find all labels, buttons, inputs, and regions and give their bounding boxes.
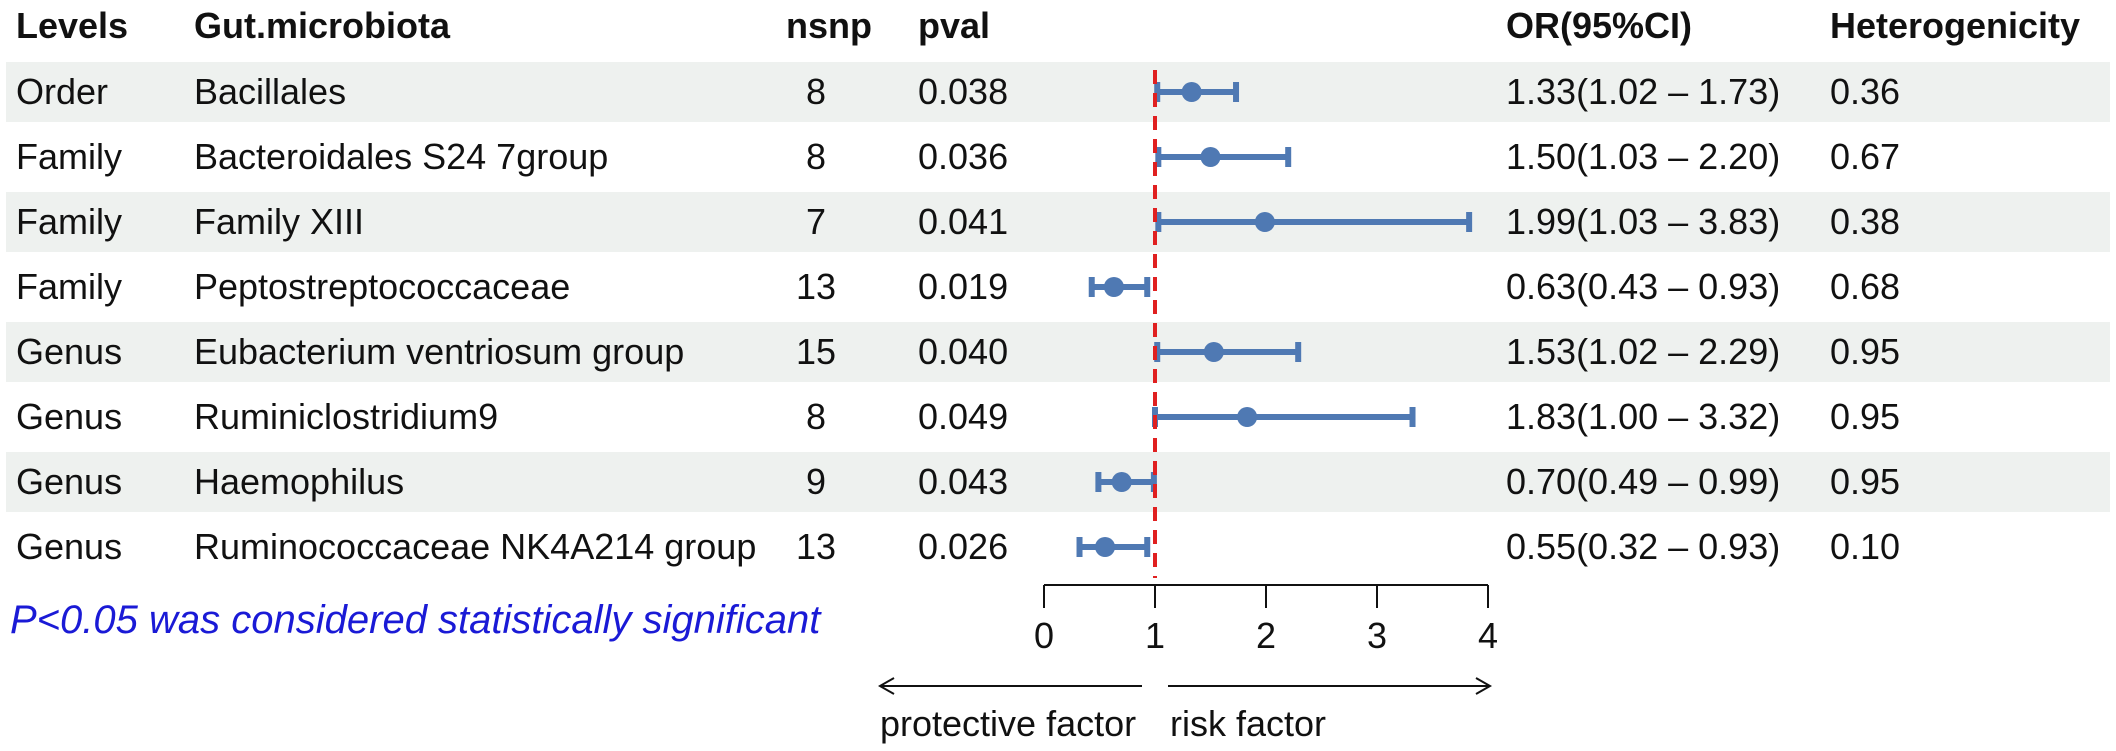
row-nsnp: 13 xyxy=(795,266,837,307)
x-tick-label: 1 xyxy=(1145,615,1165,656)
row-level: Order xyxy=(16,71,109,112)
header-pval: pval xyxy=(918,5,991,46)
row-pval: 0.026 xyxy=(918,526,1009,567)
x-tick-label: 2 xyxy=(1256,615,1276,656)
row-or: 1.50(1.03 – 2.20) xyxy=(1506,136,1781,177)
table-row: Order Bacillales 8 0.038 1.33(1.02 – 1.7… xyxy=(6,62,2110,122)
or-point xyxy=(1200,147,1221,167)
row-pval: 0.038 xyxy=(918,71,1009,112)
row-level: Genus xyxy=(16,461,123,502)
row-heterogeneity: 0.95 xyxy=(1830,461,1901,502)
or-point xyxy=(1203,342,1224,362)
x-tick-label: 4 xyxy=(1478,615,1498,656)
row-pval: 0.019 xyxy=(918,266,1009,307)
table-row: Family Family XIII 7 0.041 1.99(1.03 – 3… xyxy=(6,192,2110,252)
or-point xyxy=(1181,82,1202,102)
table-row: Genus Haemophilus 9 0.043 0.70(0.49 – 0.… xyxy=(6,452,2110,512)
header-nsnp: nsnp xyxy=(786,5,872,46)
row-taxon: Bacteroidales S24 7group xyxy=(194,136,609,177)
row-level: Family xyxy=(16,266,122,307)
row-pval: 0.040 xyxy=(918,331,1009,372)
row-nsnp: 7 xyxy=(805,201,827,242)
row-level: Family xyxy=(16,201,122,242)
header-heterogeneity: Heterogenicity xyxy=(1830,5,2081,46)
row-nsnp: 13 xyxy=(795,526,837,567)
x-tick-label: 0 xyxy=(1034,615,1054,656)
protective-arrowhead xyxy=(877,677,895,695)
row-or: 1.53(1.02 – 2.29) xyxy=(1506,331,1781,372)
or-point xyxy=(1111,472,1132,492)
forest-marks xyxy=(1076,70,1473,578)
row-level: Genus xyxy=(16,331,123,372)
row-heterogeneity: 0.68 xyxy=(1830,266,1901,307)
row-pval: 0.049 xyxy=(918,396,1009,437)
row-or: 0.63(0.43 – 0.93) xyxy=(1506,266,1781,307)
row-nsnp: 8 xyxy=(805,136,827,177)
header-taxon: Gut.microbiota xyxy=(194,5,451,46)
row-pval: 0.036 xyxy=(918,136,1009,177)
forest-axis: 0 1 2 3 4 protective factor risk factor xyxy=(877,584,1498,744)
protective-factor-label: protective factor xyxy=(880,703,1136,744)
row-level: Genus xyxy=(16,396,123,437)
table-row: Family Peptostreptococcaceae 13 0.019 0.… xyxy=(6,257,2110,317)
significance-note: P<0.05 was considered statistically sign… xyxy=(10,598,821,642)
row-pval: 0.043 xyxy=(918,461,1009,502)
row-or: 1.99(1.03 – 3.83) xyxy=(1506,201,1781,242)
row-or: 1.33(1.02 – 1.73) xyxy=(1506,71,1781,112)
risk-arrowhead xyxy=(1475,677,1493,695)
x-tick-label: 3 xyxy=(1367,615,1387,656)
row-nsnp: 8 xyxy=(805,71,827,112)
or-point xyxy=(1103,277,1124,297)
row-heterogeneity: 0.95 xyxy=(1830,396,1901,437)
row-taxon: Ruminiclostridium9 xyxy=(194,396,499,437)
row-taxon: Peptostreptococcaceae xyxy=(194,266,571,307)
row-level: Family xyxy=(16,136,122,177)
row-nsnp: 15 xyxy=(795,331,837,372)
row-nsnp: 9 xyxy=(805,461,827,502)
row-level: Genus xyxy=(16,526,123,567)
row-heterogeneity: 0.36 xyxy=(1830,71,1901,112)
row-heterogeneity: 0.10 xyxy=(1830,526,1901,567)
row-taxon: Ruminococcaceae NK4A214 group xyxy=(194,526,757,567)
or-point xyxy=(1254,212,1275,232)
row-heterogeneity: 0.95 xyxy=(1830,331,1901,372)
row-taxon: Family XIII xyxy=(194,201,365,242)
header-levels: Levels xyxy=(16,5,129,46)
table-row: Genus Ruminococcaceae NK4A214 group 13 0… xyxy=(6,517,2110,577)
table-row: Genus Eubacterium ventriosum group 15 0.… xyxy=(6,322,2110,382)
row-heterogeneity: 0.38 xyxy=(1830,201,1901,242)
row-nsnp: 8 xyxy=(805,396,827,437)
row-taxon: Bacillales xyxy=(194,71,347,112)
or-point xyxy=(1095,537,1116,557)
table-row: Family Bacteroidales S24 7group 8 0.036 … xyxy=(6,127,2110,187)
row-or: 0.55(0.32 – 0.93) xyxy=(1506,526,1781,567)
row-pval: 0.041 xyxy=(918,201,1009,242)
risk-factor-label: risk factor xyxy=(1170,703,1326,744)
header-or: OR(95%CI) xyxy=(1506,5,1693,46)
row-or: 0.70(0.49 – 0.99) xyxy=(1506,461,1781,502)
or-point xyxy=(1237,407,1258,427)
row-taxon: Eubacterium ventriosum group xyxy=(194,331,685,372)
row-taxon: Haemophilus xyxy=(194,461,405,502)
table-row: Genus Ruminiclostridium9 8 0.049 1.83(1.… xyxy=(6,387,2110,447)
row-or: 1.83(1.00 – 3.32) xyxy=(1506,396,1781,437)
row-heterogeneity: 0.67 xyxy=(1830,136,1901,177)
